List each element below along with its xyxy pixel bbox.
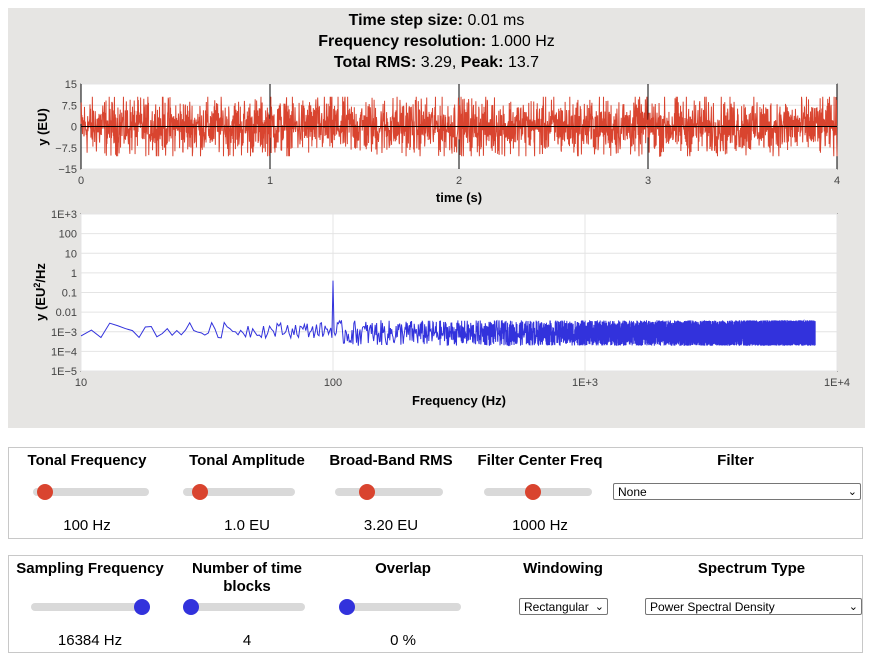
filter-select-value: None xyxy=(618,485,647,499)
tonal-amplitude-label: Tonal Amplitude xyxy=(189,452,305,469)
filter-center-freq-value: 1000 Hz xyxy=(512,517,568,534)
broadband-rms-control: Broad-Band RMS 3.20 EU xyxy=(319,448,463,538)
tonal-frequency-label: Tonal Frequency xyxy=(27,452,147,469)
time-series-line xyxy=(80,96,838,157)
plot-panel: Time step size: 0.01 ms Frequency resolu… xyxy=(8,8,865,428)
time-x-tick-label: 3 xyxy=(645,175,651,187)
chevron-down-icon: ⌄ xyxy=(848,601,858,613)
num-time-blocks-control: Number of time blocks 4 xyxy=(179,556,315,652)
sampling-frequency-value: 16384 Hz xyxy=(57,632,123,649)
overlap-slider-thumb[interactable] xyxy=(339,599,355,615)
broadband-rms-slider-thumb[interactable] xyxy=(359,484,376,500)
time-x-axis-label: time (s) xyxy=(436,190,482,205)
overlap-value: 0 % xyxy=(390,632,416,649)
spectrum-type-label: Spectrum Type xyxy=(697,560,806,577)
num-time-blocks-slider[interactable] xyxy=(183,599,305,615)
tonal-frequency-value: 100 Hz xyxy=(63,517,111,534)
time-x-tick-label: 0 xyxy=(78,175,84,187)
rms-peak-summary: Total RMS: 3.29, Peak: 13.7 xyxy=(333,54,540,71)
frequency-resolution-summary: Frequency resolution: 1.000 Hz xyxy=(318,33,555,50)
spectrum-y-axis-label: y (EU2/Hz xyxy=(32,263,48,321)
time-y-tick-label: −15 xyxy=(58,164,77,176)
spectrum-x-axis-label: Frequency (Hz) xyxy=(412,393,506,408)
broadband-rms-slider[interactable] xyxy=(335,484,443,500)
filter-center-freq-label: Filter Center Freq xyxy=(477,452,603,469)
spectrum-y-tick-label: 1E−3 xyxy=(51,327,77,339)
spectrum-y-tick-label: 1E−5 xyxy=(51,366,77,378)
filter-center-freq-slider[interactable] xyxy=(484,484,592,500)
plots-svg: 157.50−7.5−150 1 2 3 4 time (s) y (EU) 1E+31… xyxy=(32,79,850,408)
spectrum-x-tick-label: 1E+4 xyxy=(824,377,850,389)
filter-label: Filter xyxy=(717,452,754,469)
filter-select[interactable]: None ⌄ xyxy=(613,483,861,500)
overlap-label: Overlap xyxy=(375,560,431,577)
chevron-down-icon: ⌄ xyxy=(594,601,604,613)
time-x-tick-label: 1 xyxy=(267,175,273,187)
time-y-axis-label: y (EU) xyxy=(35,108,50,146)
time-x-tick-label: 2 xyxy=(456,175,462,187)
sampling-frequency-control: Sampling Frequency 16384 Hz xyxy=(9,556,171,652)
time-step-summary: Time step size: 0.01 ms xyxy=(348,12,525,29)
spectrum-y-tick-label: 1E+3 xyxy=(51,209,77,221)
windowing-label: Windowing xyxy=(523,560,603,577)
spectrum-type-select[interactable]: Power Spectral Density ⌄ xyxy=(645,598,862,615)
overlap-slider[interactable] xyxy=(339,599,461,615)
spectrum-x-tick-label: 1E+3 xyxy=(572,377,598,389)
broadband-rms-value: 3.20 EU xyxy=(363,517,419,534)
num-time-blocks-value: 4 xyxy=(242,632,252,649)
sampling-frequency-slider[interactable] xyxy=(31,599,150,615)
spectrum-y-tick-label: 0.1 xyxy=(62,288,77,300)
spectrum-type-select-value: Power Spectral Density xyxy=(650,600,775,614)
controls-row-1: Tonal Frequency 100 Hz Tonal Amplitude 1… xyxy=(8,447,863,539)
spectrum-y-tick-label: 1 xyxy=(71,268,77,280)
time-y-tick-label: 0 xyxy=(71,122,77,134)
filter-control: Filter None ⌄ xyxy=(609,448,862,538)
spectrum-x-tick-label: 100 xyxy=(324,377,342,389)
tonal-frequency-slider-thumb[interactable] xyxy=(36,484,53,500)
num-time-blocks-label: Number of time blocks xyxy=(191,560,302,595)
spectrum-y-tick-label: 10 xyxy=(65,248,77,260)
time-y-tick-label: 7.5 xyxy=(62,100,77,112)
spectrum-y-tick-label: 100 xyxy=(59,229,77,241)
time-x-tick-label: 4 xyxy=(834,175,840,187)
spectrum-type-control: Spectrum Type Power Spectral Density ⌄ xyxy=(639,556,864,652)
sampling-frequency-slider-thumb[interactable] xyxy=(133,599,150,615)
time-plot: 157.50−7.5−150 1 2 3 4 time (s) y (EU) xyxy=(35,79,840,205)
windowing-control: Windowing Rectangular ⌄ xyxy=(503,556,623,652)
overlap-control: Overlap 0 % xyxy=(333,556,473,652)
spectrum-series-line xyxy=(80,280,816,347)
tonal-frequency-control: Tonal Frequency 100 Hz xyxy=(15,448,159,538)
filter-center-freq-control: Filter Center Freq 1000 Hz xyxy=(468,448,612,538)
time-y-tick-label: 15 xyxy=(65,79,77,91)
windowing-select[interactable]: Rectangular ⌄ xyxy=(519,598,608,615)
spectrum-y-tick-label: 0.01 xyxy=(56,307,77,319)
tonal-amplitude-control: Tonal Amplitude 1.0 EU xyxy=(175,448,319,538)
broadband-rms-label: Broad-Band RMS xyxy=(329,452,453,469)
time-y-tick-label: −7.5 xyxy=(55,143,77,155)
num-time-blocks-slider-thumb[interactable] xyxy=(183,599,199,615)
sampling-frequency-label: Sampling Frequency xyxy=(16,560,164,577)
spectrum-y-tick-label: 1E−4 xyxy=(51,346,77,358)
chevron-down-icon: ⌄ xyxy=(847,486,857,498)
tonal-amplitude-slider[interactable] xyxy=(183,484,295,500)
tonal-frequency-slider[interactable] xyxy=(33,484,149,500)
tonal-amplitude-slider-thumb[interactable] xyxy=(191,484,208,500)
spectrum-x-tick-label: 10 xyxy=(75,377,87,389)
tonal-amplitude-value: 1.0 EU xyxy=(224,517,270,534)
controls-row-2: Sampling Frequency 16384 Hz Number of ti… xyxy=(8,555,863,653)
filter-center-freq-slider-thumb[interactable] xyxy=(524,484,541,500)
windowing-select-value: Rectangular xyxy=(524,600,589,614)
